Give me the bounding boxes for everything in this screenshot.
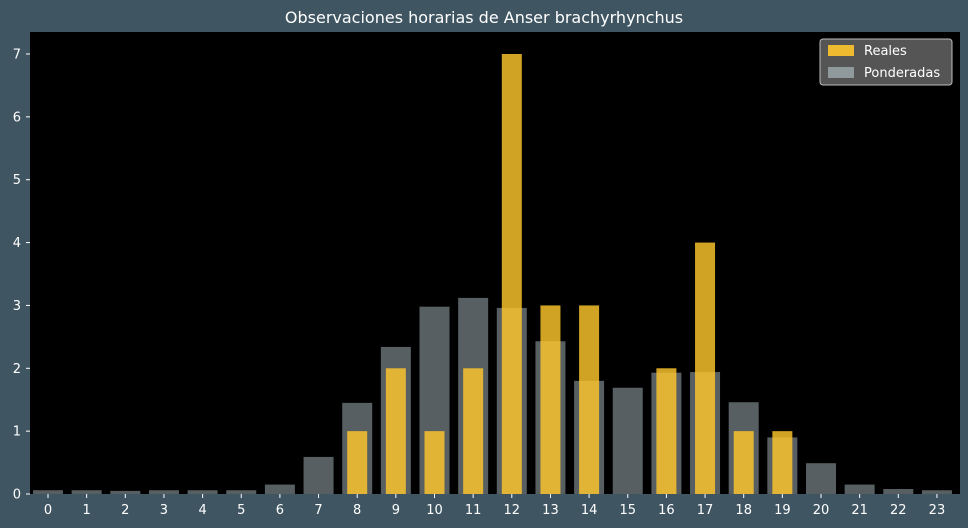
bar-ponderadas-0 xyxy=(33,490,63,494)
x-tick-label-9: 9 xyxy=(392,503,400,518)
bar-ponderadas-1 xyxy=(71,490,102,494)
bar-reales-18 xyxy=(733,431,754,494)
bar-reales-11 xyxy=(463,368,484,494)
x-tick-label-15: 15 xyxy=(619,503,636,518)
y-tick-label-5: 5 xyxy=(13,173,21,188)
x-tick-label-23: 23 xyxy=(929,503,946,518)
x-tick-label-7: 7 xyxy=(314,503,322,518)
x-tick-label-19: 19 xyxy=(774,503,791,518)
bar-ponderadas-2 xyxy=(110,490,141,494)
y-tick-label-3: 3 xyxy=(13,299,21,314)
bar-reales-14 xyxy=(579,305,600,494)
legend-label-ponderadas: Ponderadas xyxy=(864,66,940,81)
bar-reales-9 xyxy=(385,368,406,494)
bar-ponderadas-7 xyxy=(303,456,334,494)
x-tick-label-20: 20 xyxy=(813,503,830,518)
x-tick-label-11: 11 xyxy=(465,503,482,518)
bar-reales-12 xyxy=(501,54,522,494)
bar-ponderadas-4 xyxy=(187,490,218,494)
x-tick-label-17: 17 xyxy=(697,503,714,518)
x-tick-label-13: 13 xyxy=(542,503,559,518)
chart-title: Observaciones horarias de Anser brachyrh… xyxy=(284,8,684,27)
bar-reales-10 xyxy=(424,431,445,494)
bar-reales-19 xyxy=(772,431,793,494)
y-tick-label-7: 7 xyxy=(13,48,21,63)
y-tick-label-6: 6 xyxy=(13,110,21,125)
bar-reales-16 xyxy=(656,368,677,494)
bar-reales-8 xyxy=(347,431,368,494)
series-reales xyxy=(347,54,793,494)
y-axis: 0 1 2 3 4 5 6 7 xyxy=(13,48,30,503)
y-tick-label-4: 4 xyxy=(13,236,21,251)
x-tick-label-10: 10 xyxy=(426,503,443,518)
bar-ponderadas-23 xyxy=(921,490,952,494)
bar-ponderadas-15 xyxy=(612,387,643,494)
x-tick-label-6: 6 xyxy=(276,503,284,518)
x-tick-label-21: 21 xyxy=(851,503,868,518)
bar-ponderadas-3 xyxy=(148,490,179,494)
y-tick-label-1: 1 xyxy=(13,425,21,440)
legend-swatch-ponderadas xyxy=(828,67,854,78)
x-tick-label-12: 12 xyxy=(504,503,521,518)
x-tick-label-0: 0 xyxy=(44,503,52,518)
y-tick-label-2: 2 xyxy=(13,362,21,377)
x-tick-label-4: 4 xyxy=(198,503,206,518)
x-tick-label-8: 8 xyxy=(353,503,361,518)
x-tick-label-3: 3 xyxy=(160,503,168,518)
x-axis: 0 1 2 3 4 5 6 7 8 9 10 11 12 13 14 15 16 17 18 19 20 21 22 23 xyxy=(44,494,945,518)
legend: Reales Ponderadas xyxy=(819,38,953,86)
legend-label-reales: Reales xyxy=(864,44,907,59)
x-tick-label-1: 1 xyxy=(83,503,91,518)
x-tick-label-5: 5 xyxy=(237,503,245,518)
x-tick-label-2: 2 xyxy=(121,503,129,518)
y-tick-label-0: 0 xyxy=(13,488,21,503)
bar-ponderadas-22 xyxy=(883,488,914,494)
bar-ponderadas-6 xyxy=(264,484,295,494)
plot-area xyxy=(30,32,960,494)
bar-ponderadas-21 xyxy=(844,484,875,494)
bar-reales-13 xyxy=(540,305,561,494)
x-tick-label-14: 14 xyxy=(581,503,598,518)
bar-ponderadas-20 xyxy=(806,463,836,494)
legend-swatch-reales xyxy=(828,45,854,56)
x-tick-label-18: 18 xyxy=(735,503,752,518)
bar-reales-17 xyxy=(695,242,716,494)
x-tick-label-16: 16 xyxy=(658,503,675,518)
x-tick-label-22: 22 xyxy=(890,503,907,518)
bar-ponderadas-5 xyxy=(226,490,257,494)
